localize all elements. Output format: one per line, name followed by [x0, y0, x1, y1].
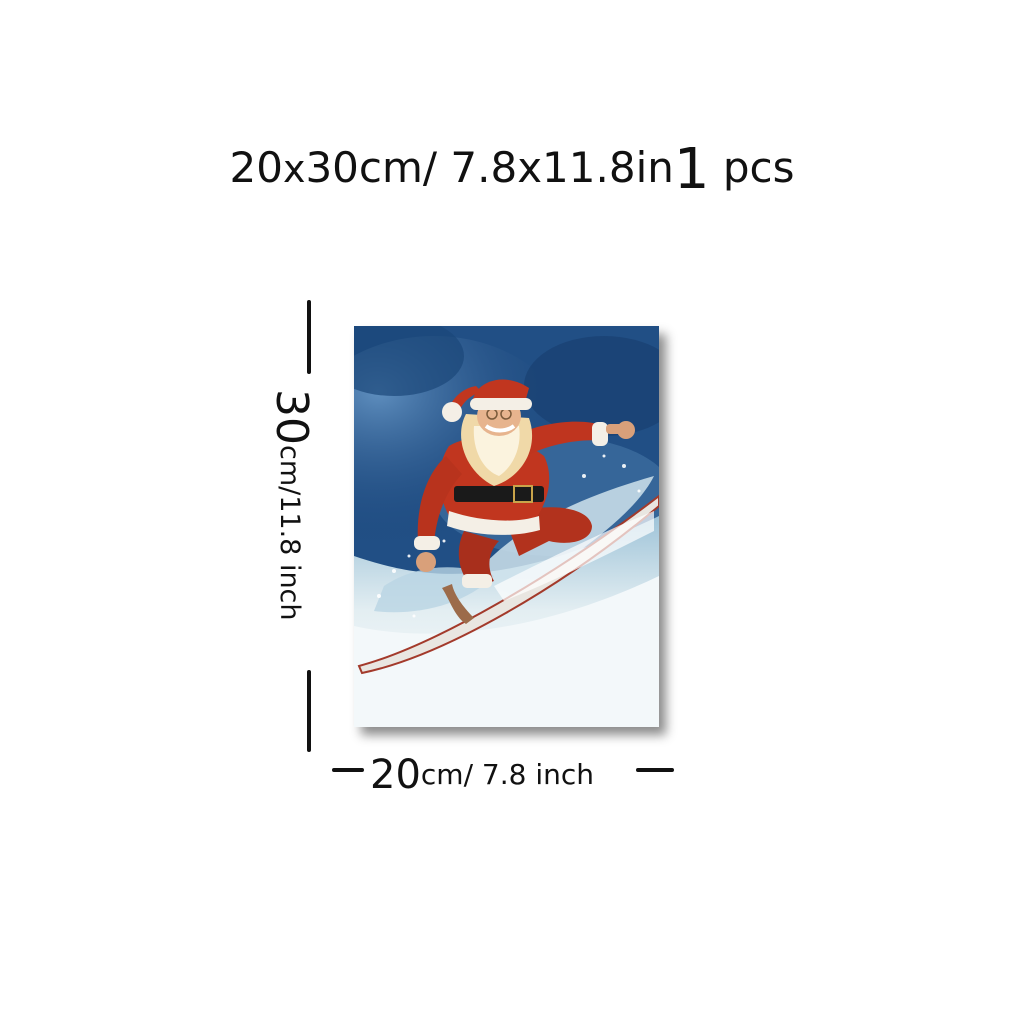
height-value: 30	[266, 389, 317, 445]
height-unit-text: cm/11.8 inch	[274, 445, 305, 621]
width-marker-left-line	[332, 768, 364, 772]
width-dimension-label: 20cm/ 7.8 inch	[370, 748, 594, 798]
title-x-separator: x	[282, 147, 306, 191]
canvas-print-artwork	[354, 326, 659, 727]
piece-unit: pcs	[722, 143, 795, 192]
height-dimension-label: 30cm/11.8 inch	[266, 389, 317, 621]
height-marker-bottom-line	[307, 670, 311, 752]
width-unit-text: cm/ 7.8 inch	[420, 758, 595, 791]
piece-count: 1	[673, 137, 710, 202]
santa-snowboarding-illustration	[354, 326, 659, 727]
width-marker-right-line	[636, 768, 674, 772]
product-size-title: 20x30cm/ 7.8x11.8in1 pcs	[0, 136, 1024, 198]
title-size-rest: 30cm/ 7.8x11.8in	[305, 143, 674, 192]
height-marker-top-line	[307, 300, 311, 374]
width-value: 20	[370, 752, 421, 798]
title-width-cm: 20	[229, 143, 283, 192]
